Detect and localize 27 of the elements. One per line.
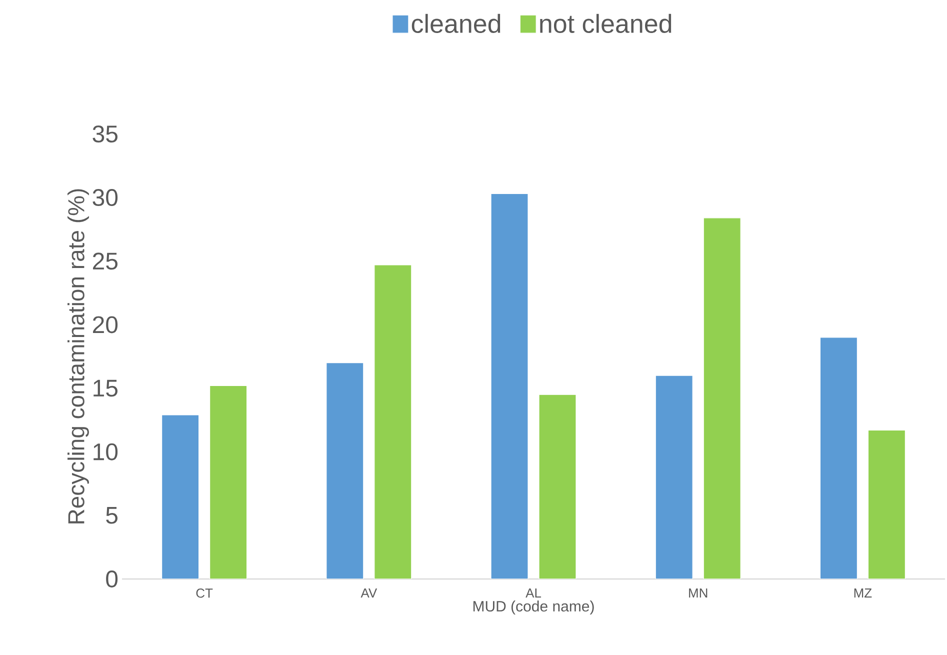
bar: [490, 193, 528, 579]
y-tick-label: 10: [94, 443, 118, 460]
bar: [326, 362, 364, 579]
bar: [655, 375, 693, 579]
x-tick-label: MN: [689, 588, 708, 598]
bar: [374, 264, 412, 579]
y-tick-label: 5: [106, 507, 118, 524]
x-tick-label: AL: [526, 588, 542, 598]
bar: [703, 218, 741, 579]
y-tick-label: 25: [92, 252, 118, 270]
bar: [868, 430, 906, 579]
bar: [162, 414, 200, 579]
y-axis-title: Recycling contamination rate (%): [68, 189, 89, 524]
y-tick-label: 0: [106, 570, 118, 588]
bar: [210, 385, 248, 579]
x-tick-label: CT: [196, 588, 213, 598]
legend-label: not cleaned: [540, 14, 672, 33]
x-axis-title: MUD (code name): [473, 600, 594, 615]
x-tick-label: MZ: [854, 588, 872, 598]
y-tick-label: 30: [92, 189, 118, 206]
bar: [820, 337, 858, 579]
bar: [538, 394, 576, 579]
x-tick-label: AV: [360, 588, 378, 598]
legend-label: cleaned: [412, 14, 500, 33]
y-tick-label: 20: [92, 316, 118, 334]
y-tick-label: 35: [92, 125, 118, 142]
y-tick-label: 15: [94, 380, 118, 397]
